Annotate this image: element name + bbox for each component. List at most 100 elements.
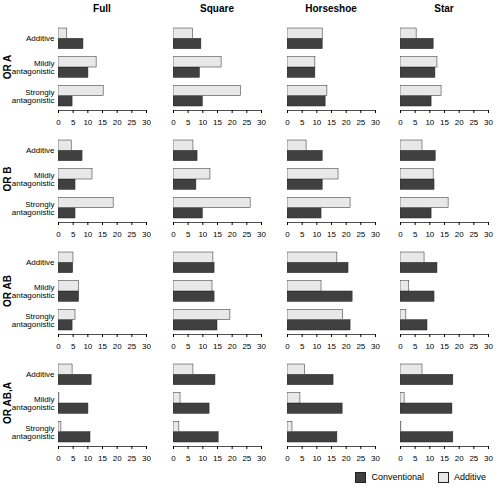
- svg-text:0: 0: [285, 454, 290, 463]
- svg-text:15: 15: [440, 342, 449, 351]
- svg-text:10: 10: [312, 454, 321, 463]
- svg-text:30: 30: [142, 230, 151, 239]
- svg-text:25: 25: [356, 230, 365, 239]
- svg-text:5: 5: [71, 454, 76, 463]
- svg-text:25: 25: [127, 342, 136, 351]
- svg-text:Mildlyantagonistic: Mildlyantagonistic: [12, 59, 55, 76]
- svg-text:15: 15: [440, 454, 449, 463]
- svg-text:10: 10: [425, 230, 434, 239]
- svg-text:0: 0: [398, 118, 403, 127]
- svg-text:0: 0: [285, 342, 290, 351]
- svg-text:20: 20: [342, 230, 351, 239]
- svg-text:10: 10: [198, 342, 207, 351]
- svg-text:30: 30: [257, 454, 266, 463]
- svg-text:10: 10: [198, 454, 207, 463]
- svg-text:15: 15: [98, 230, 107, 239]
- svg-text:5: 5: [186, 342, 191, 351]
- svg-text:5: 5: [413, 118, 418, 127]
- svg-text:0: 0: [171, 230, 176, 239]
- svg-text:20: 20: [228, 118, 237, 127]
- svg-text:15: 15: [213, 230, 222, 239]
- svg-text:20: 20: [455, 342, 464, 351]
- svg-text:20: 20: [342, 454, 351, 463]
- svg-text:0: 0: [171, 342, 176, 351]
- svg-text:20: 20: [228, 230, 237, 239]
- svg-text:0: 0: [398, 342, 403, 351]
- svg-text:15: 15: [98, 118, 107, 127]
- svg-text:10: 10: [198, 118, 207, 127]
- svg-text:Mildlyantagonistic: Mildlyantagonistic: [12, 171, 55, 188]
- svg-text:Additive: Additive: [26, 34, 55, 43]
- svg-text:30: 30: [484, 118, 493, 127]
- svg-text:30: 30: [257, 118, 266, 127]
- svg-text:10: 10: [312, 342, 321, 351]
- svg-text:20: 20: [342, 342, 351, 351]
- svg-text:25: 25: [469, 342, 478, 351]
- svg-text:Additive: Additive: [26, 146, 55, 155]
- svg-text:10: 10: [83, 342, 92, 351]
- svg-text:Stronglyantagonistic: Stronglyantagonistic: [12, 88, 55, 105]
- svg-text:10: 10: [425, 118, 434, 127]
- svg-text:10: 10: [312, 118, 321, 127]
- svg-text:25: 25: [469, 454, 478, 463]
- svg-text:10: 10: [198, 230, 207, 239]
- svg-text:10: 10: [83, 118, 92, 127]
- svg-text:25: 25: [469, 118, 478, 127]
- svg-text:25: 25: [242, 118, 251, 127]
- svg-text:Stronglyantagonistic: Stronglyantagonistic: [12, 312, 55, 329]
- svg-text:20: 20: [455, 230, 464, 239]
- svg-text:5: 5: [300, 342, 305, 351]
- svg-text:15: 15: [98, 342, 107, 351]
- svg-text:15: 15: [327, 342, 336, 351]
- svg-text:25: 25: [127, 454, 136, 463]
- svg-text:Stronglyantagonistic: Stronglyantagonistic: [12, 424, 55, 441]
- svg-text:15: 15: [213, 342, 222, 351]
- svg-text:Additive: Additive: [26, 258, 55, 267]
- svg-text:Stronglyantagonistic: Stronglyantagonistic: [12, 200, 55, 217]
- svg-text:30: 30: [371, 342, 380, 351]
- svg-text:20: 20: [113, 342, 122, 351]
- svg-text:5: 5: [71, 342, 76, 351]
- svg-text:30: 30: [142, 454, 151, 463]
- svg-text:25: 25: [242, 454, 251, 463]
- svg-text:10: 10: [425, 454, 434, 463]
- svg-text:0: 0: [171, 118, 176, 127]
- svg-text:0: 0: [56, 230, 61, 239]
- svg-text:Mildlyantagonistic: Mildlyantagonistic: [12, 283, 55, 300]
- svg-text:15: 15: [98, 454, 107, 463]
- svg-text:5: 5: [186, 230, 191, 239]
- svg-text:5: 5: [186, 454, 191, 463]
- svg-text:10: 10: [425, 342, 434, 351]
- svg-text:25: 25: [469, 230, 478, 239]
- svg-text:0: 0: [285, 230, 290, 239]
- svg-text:20: 20: [455, 118, 464, 127]
- svg-text:5: 5: [413, 342, 418, 351]
- svg-text:25: 25: [127, 230, 136, 239]
- svg-text:5: 5: [71, 118, 76, 127]
- svg-text:30: 30: [257, 342, 266, 351]
- svg-text:0: 0: [56, 118, 61, 127]
- svg-text:30: 30: [371, 230, 380, 239]
- svg-text:5: 5: [300, 118, 305, 127]
- svg-text:0: 0: [171, 454, 176, 463]
- svg-text:0: 0: [56, 454, 61, 463]
- svg-text:10: 10: [312, 230, 321, 239]
- svg-text:25: 25: [356, 454, 365, 463]
- svg-text:30: 30: [371, 454, 380, 463]
- svg-text:0: 0: [398, 230, 403, 239]
- svg-text:25: 25: [127, 118, 136, 127]
- svg-text:5: 5: [300, 454, 305, 463]
- svg-text:25: 25: [356, 342, 365, 351]
- svg-text:25: 25: [242, 342, 251, 351]
- svg-text:20: 20: [342, 118, 351, 127]
- svg-text:15: 15: [327, 454, 336, 463]
- svg-text:15: 15: [440, 230, 449, 239]
- svg-text:30: 30: [142, 342, 151, 351]
- svg-text:Mildlyantagonistic: Mildlyantagonistic: [12, 395, 55, 412]
- svg-text:5: 5: [300, 230, 305, 239]
- svg-text:20: 20: [455, 454, 464, 463]
- svg-text:10: 10: [83, 454, 92, 463]
- svg-text:30: 30: [484, 454, 493, 463]
- svg-text:15: 15: [213, 118, 222, 127]
- svg-text:30: 30: [484, 342, 493, 351]
